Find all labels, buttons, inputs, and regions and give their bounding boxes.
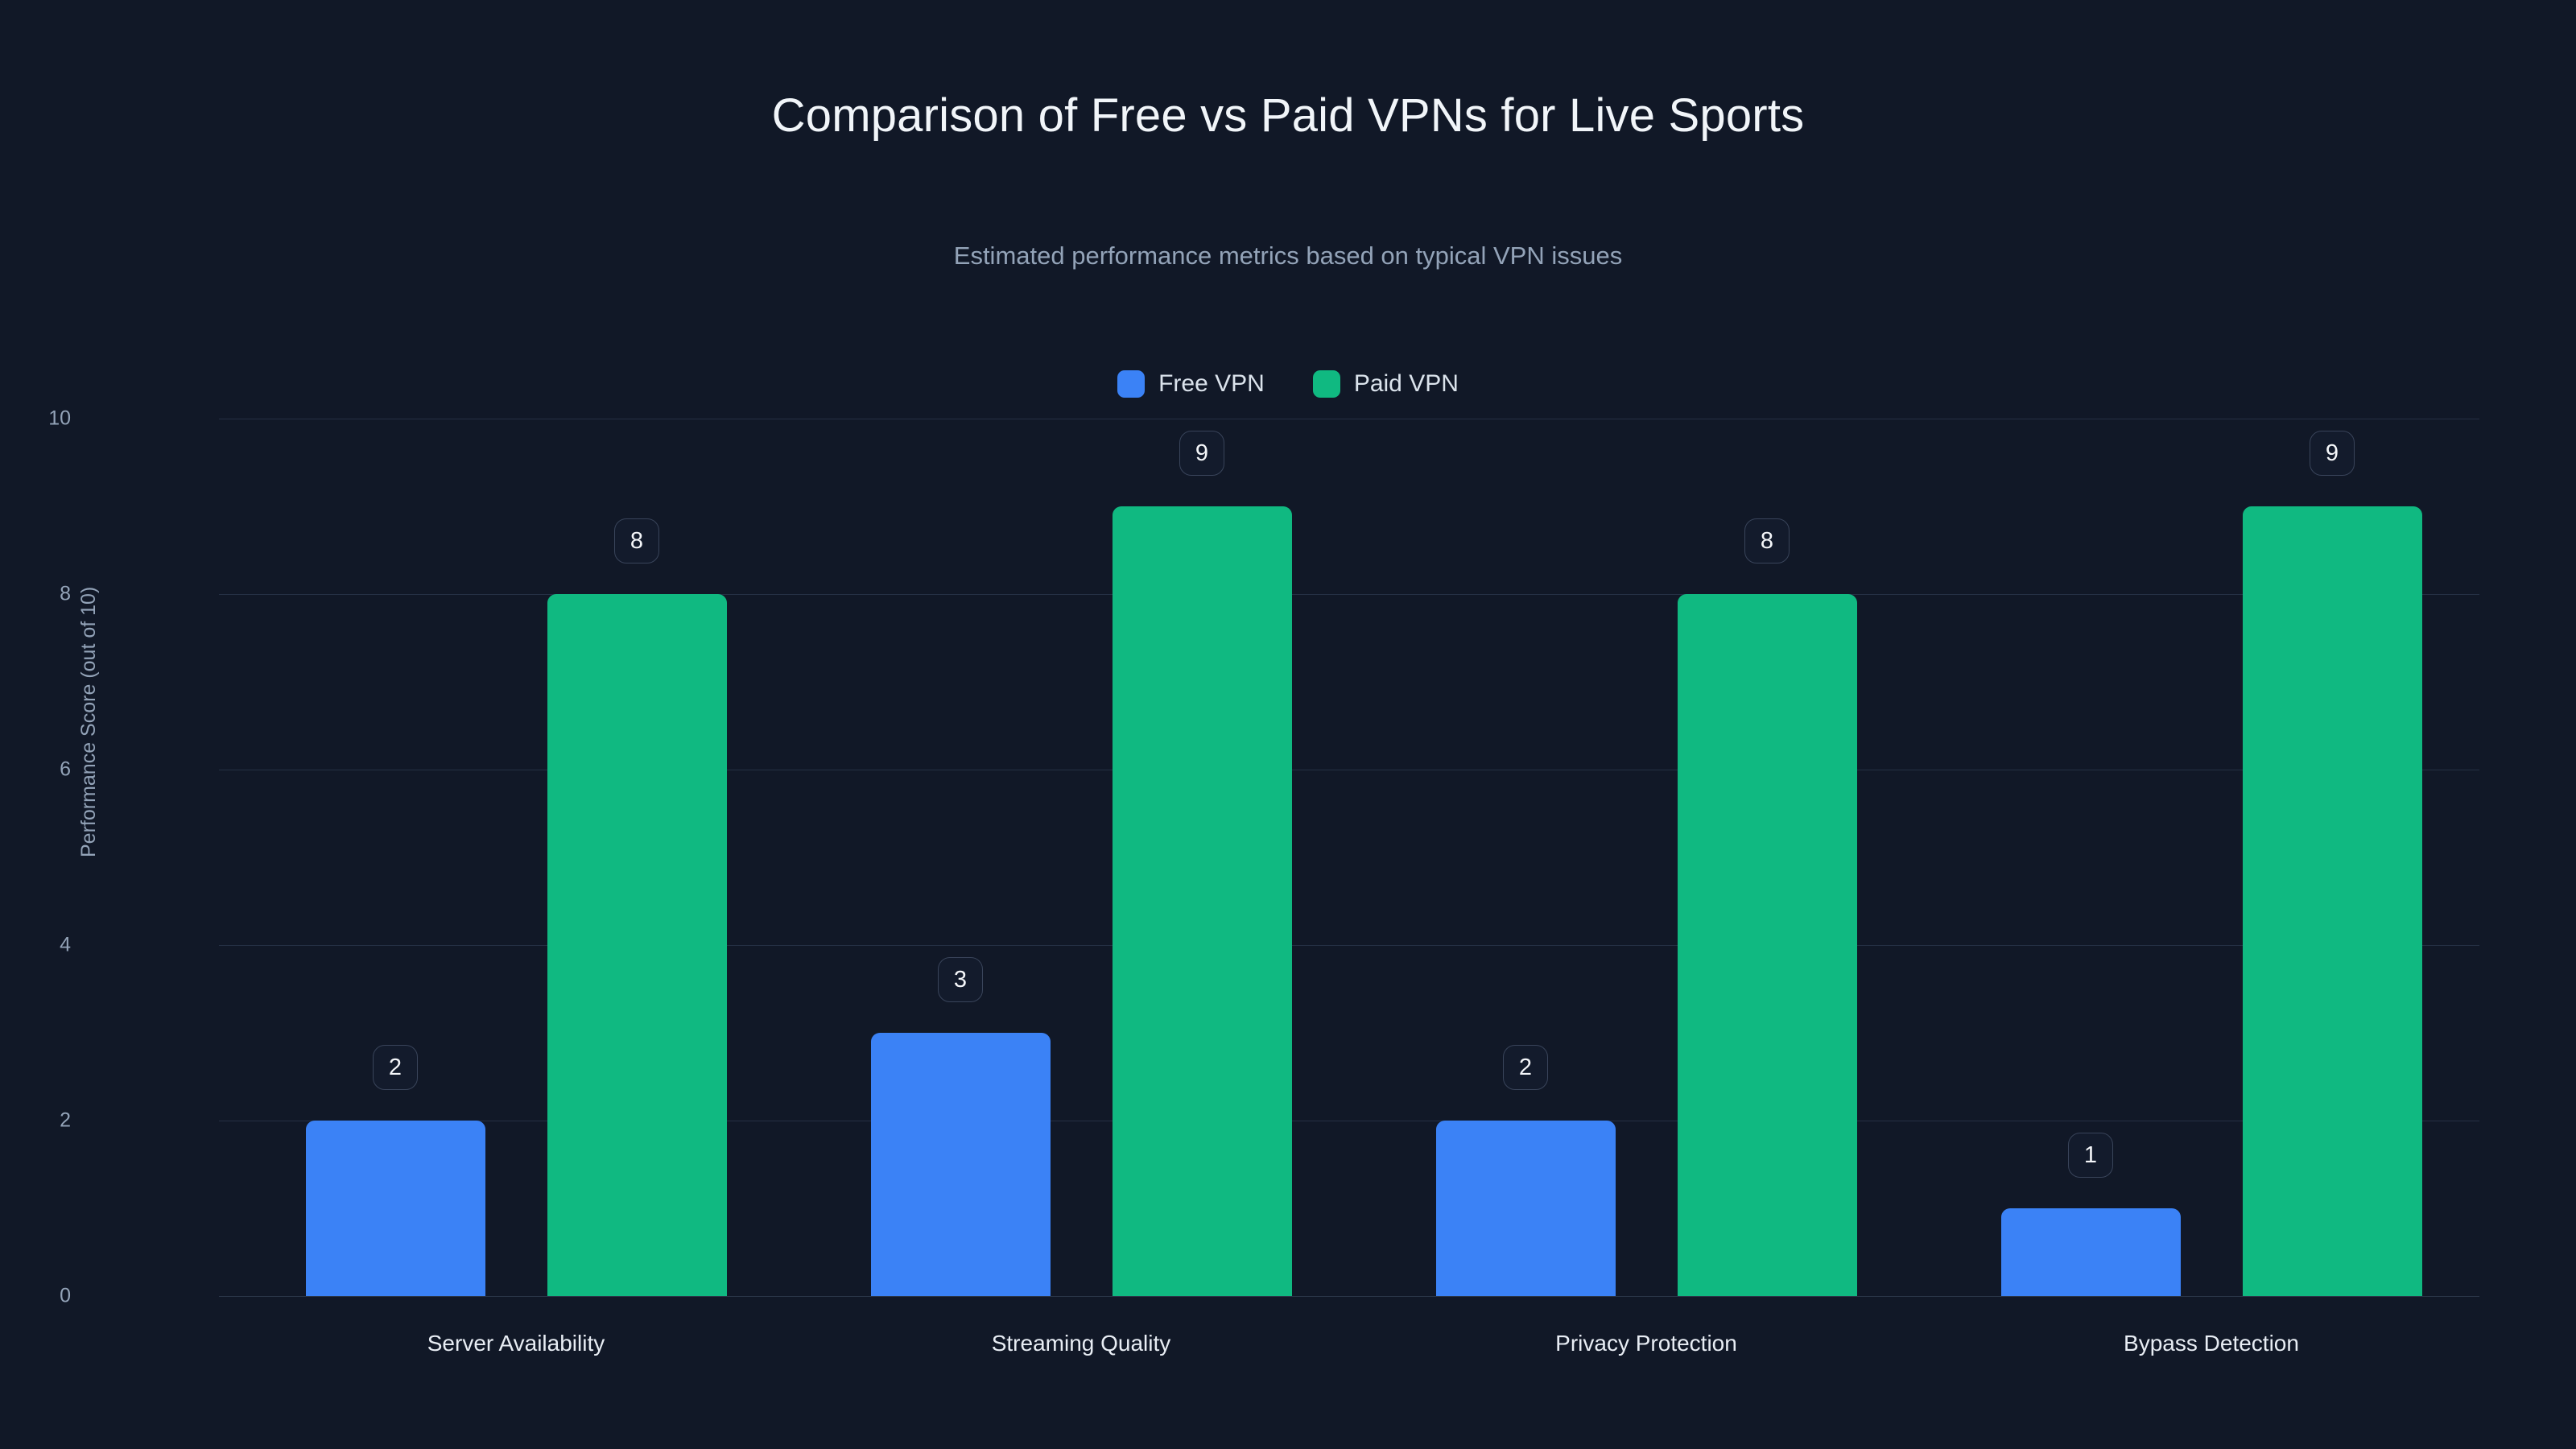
y-axis-tick-label: 6 <box>60 758 71 781</box>
x-axis-category-label: Streaming Quality <box>991 1331 1171 1356</box>
bar-server-availability-free-vpn[interactable] <box>305 1121 485 1296</box>
bar-streaming-quality-paid-vpn[interactable] <box>1112 506 1292 1296</box>
legend-swatch-icon <box>1117 370 1146 398</box>
gridline <box>219 594 2479 595</box>
bar-value-badge: 9 <box>1179 431 1224 476</box>
bar-value-badge: 8 <box>1744 518 1790 564</box>
legend-item-label: Paid VPN <box>1353 370 1459 397</box>
x-axis-category-label: Server Availability <box>427 1331 605 1356</box>
gridline <box>219 1296 2479 1297</box>
bar-value-badge: 3 <box>938 957 983 1002</box>
x-axis-category-label: Privacy Protection <box>1555 1331 1737 1356</box>
legend-item-paid-vpn[interactable]: Paid VPN <box>1312 370 1459 398</box>
y-axis-tick-label: 2 <box>60 1108 71 1132</box>
chart-legend: Free VPN Paid VPN <box>0 370 2576 398</box>
bar-value-badge: 9 <box>2310 431 2355 476</box>
y-axis-title: Performance Score (out of 10) <box>77 586 100 857</box>
bar-privacy-protection-paid-vpn[interactable] <box>1677 594 1857 1296</box>
bar-streaming-quality-free-vpn[interactable] <box>870 1033 1051 1296</box>
bar-value-badge: 1 <box>2068 1133 2113 1178</box>
y-axis-tick-label: 10 <box>48 407 71 430</box>
bar-bypass-detection-paid-vpn[interactable] <box>2242 506 2422 1296</box>
bar-value-badge: 2 <box>1503 1045 1548 1090</box>
x-axis-category-label: Bypass Detection <box>2124 1331 2299 1356</box>
chart-subtitle: Estimated performance metrics based on t… <box>953 242 1623 270</box>
legend-swatch-icon <box>1312 370 1340 398</box>
plot-area <box>219 419 2479 1297</box>
y-axis-tick-label: 0 <box>60 1284 71 1307</box>
bar-bypass-detection-free-vpn[interactable] <box>2000 1208 2181 1296</box>
bar-privacy-protection-free-vpn[interactable] <box>1435 1121 1616 1296</box>
bar-value-badge: 8 <box>614 518 659 564</box>
y-axis-tick-label: 4 <box>60 933 71 956</box>
bar-server-availability-paid-vpn[interactable] <box>547 594 727 1296</box>
legend-item-free-vpn[interactable]: Free VPN <box>1117 370 1265 398</box>
page-title: Comparison of Free vs Paid VPNs for Live… <box>771 89 1805 142</box>
y-axis-tick-label: 8 <box>60 582 71 605</box>
bar-value-badge: 2 <box>373 1045 418 1090</box>
gridline <box>219 945 2479 946</box>
legend-item-label: Free VPN <box>1158 370 1265 397</box>
